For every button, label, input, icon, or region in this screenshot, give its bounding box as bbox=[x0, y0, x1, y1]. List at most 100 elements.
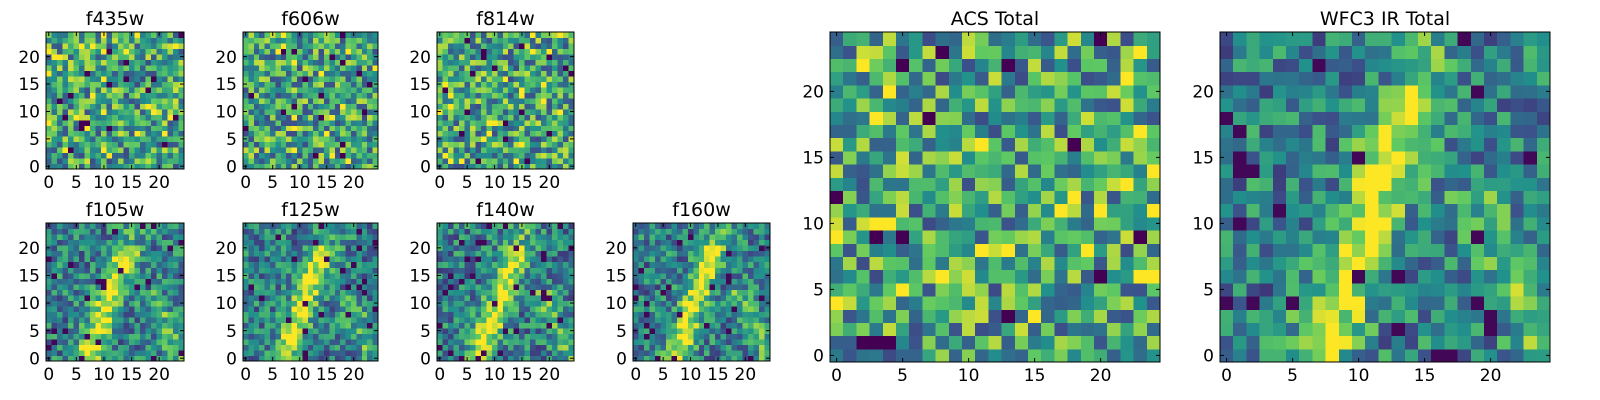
heatmap-cell bbox=[693, 333, 700, 340]
heatmap-cell bbox=[513, 223, 520, 230]
heatmap-cell bbox=[453, 245, 460, 252]
heatmap-cell bbox=[334, 48, 341, 55]
heatmap-cell bbox=[117, 81, 124, 88]
heatmap-cell bbox=[546, 103, 553, 110]
heatmap-cell bbox=[264, 245, 271, 252]
heatmap-cell bbox=[513, 125, 520, 132]
heatmap-cell bbox=[324, 37, 330, 44]
heatmap-cell bbox=[79, 261, 86, 268]
heatmap-cell bbox=[464, 245, 471, 252]
heatmap-cell bbox=[145, 48, 152, 55]
heatmap-cell bbox=[1120, 203, 1135, 218]
heatmap-cell bbox=[178, 42, 185, 50]
heatmap-cell bbox=[698, 223, 705, 230]
heatmap-cell bbox=[557, 327, 564, 334]
heatmap-cell bbox=[84, 108, 91, 115]
heatmap-cell bbox=[178, 103, 185, 110]
heatmap-cell bbox=[497, 103, 504, 110]
heatmap-cell bbox=[367, 97, 374, 104]
heatmap-cell bbox=[671, 327, 678, 334]
heatmap-cell bbox=[178, 333, 185, 340]
heatmap-cell bbox=[638, 294, 645, 301]
heatmap-cell bbox=[90, 125, 97, 132]
heatmap-cell bbox=[568, 103, 575, 110]
heatmap-cell bbox=[442, 130, 449, 137]
heatmap-cell bbox=[513, 70, 520, 77]
heatmap-cell bbox=[150, 272, 157, 279]
heatmap-cell bbox=[524, 32, 531, 39]
heatmap-cell bbox=[962, 190, 976, 205]
heatmap-cell bbox=[307, 283, 314, 290]
heatmap-cell bbox=[654, 239, 661, 246]
heatmap-cell bbox=[307, 223, 314, 230]
heatmap-cell bbox=[530, 81, 537, 88]
heatmap-cell bbox=[90, 32, 97, 39]
heatmap-cell bbox=[469, 327, 476, 334]
heatmap-cell bbox=[90, 278, 97, 285]
heatmap-cell bbox=[259, 114, 266, 121]
heatmap-cell bbox=[145, 289, 152, 296]
heatmap-cell bbox=[869, 203, 884, 218]
heatmap-cell bbox=[134, 256, 141, 263]
heatmap-cell bbox=[264, 349, 271, 357]
heatmap-cell bbox=[361, 223, 368, 230]
heatmap-cell bbox=[843, 282, 857, 297]
heatmap-cell bbox=[243, 234, 249, 241]
heatmap-cell bbox=[557, 278, 564, 285]
heatmap-cell bbox=[123, 119, 130, 126]
heatmap-cell bbox=[117, 92, 124, 99]
heatmap-cell bbox=[486, 294, 493, 301]
heatmap-cell bbox=[486, 130, 493, 137]
heatmap-cell bbox=[975, 309, 989, 323]
heatmap-cell bbox=[447, 130, 455, 137]
heatmap-cell bbox=[253, 70, 260, 77]
heatmap-cell bbox=[469, 130, 476, 137]
heatmap-cell bbox=[367, 158, 374, 165]
heatmap-cell bbox=[145, 278, 152, 285]
heatmap-cell bbox=[270, 92, 276, 99]
heatmap-cell bbox=[178, 158, 185, 165]
heatmap-cell bbox=[922, 164, 937, 178]
x-tick-label: 10 bbox=[93, 173, 115, 193]
heatmap-cell bbox=[128, 147, 135, 154]
heatmap-cell bbox=[291, 333, 298, 340]
heatmap-cell bbox=[286, 234, 293, 241]
heatmap-cell bbox=[1094, 243, 1108, 257]
heatmap-cell bbox=[73, 327, 80, 334]
heatmap-cell bbox=[139, 311, 146, 318]
heatmap-cell bbox=[988, 230, 1003, 244]
heatmap-cell bbox=[367, 103, 374, 110]
heatmap-cell bbox=[535, 119, 542, 126]
heatmap-cell bbox=[557, 141, 564, 148]
heatmap-cell bbox=[671, 289, 678, 296]
heatmap-cell bbox=[447, 355, 455, 362]
heatmap-cell bbox=[552, 311, 559, 318]
heatmap-cell bbox=[469, 48, 476, 55]
heatmap-cell bbox=[84, 283, 91, 290]
heatmap-cell bbox=[1001, 296, 1016, 310]
heatmap-cell bbox=[519, 152, 526, 159]
heatmap-cell bbox=[134, 261, 141, 268]
heatmap-cell bbox=[676, 245, 683, 252]
heatmap-cell bbox=[502, 86, 509, 93]
heatmap-cell bbox=[682, 250, 689, 257]
heatmap-cell bbox=[161, 59, 169, 66]
heatmap-cell bbox=[447, 228, 455, 235]
heatmap-cell bbox=[248, 316, 255, 323]
heatmap-cell bbox=[172, 261, 180, 268]
heatmap-cell bbox=[502, 53, 509, 60]
heatmap-cell bbox=[351, 322, 357, 329]
heatmap-cell bbox=[95, 228, 102, 235]
heatmap-cell bbox=[324, 48, 330, 55]
heatmap-cell bbox=[458, 108, 465, 115]
heatmap-cell bbox=[480, 234, 487, 241]
heatmap-cell bbox=[167, 300, 174, 307]
heatmap-cell bbox=[46, 322, 53, 329]
heatmap-cell bbox=[297, 158, 303, 165]
heatmap-cell bbox=[508, 81, 515, 88]
heatmap-cell bbox=[869, 296, 884, 310]
heatmap-cell bbox=[660, 338, 667, 346]
heatmap-cell bbox=[372, 316, 379, 323]
heatmap-cell bbox=[275, 355, 282, 362]
heatmap-cell bbox=[764, 267, 771, 274]
